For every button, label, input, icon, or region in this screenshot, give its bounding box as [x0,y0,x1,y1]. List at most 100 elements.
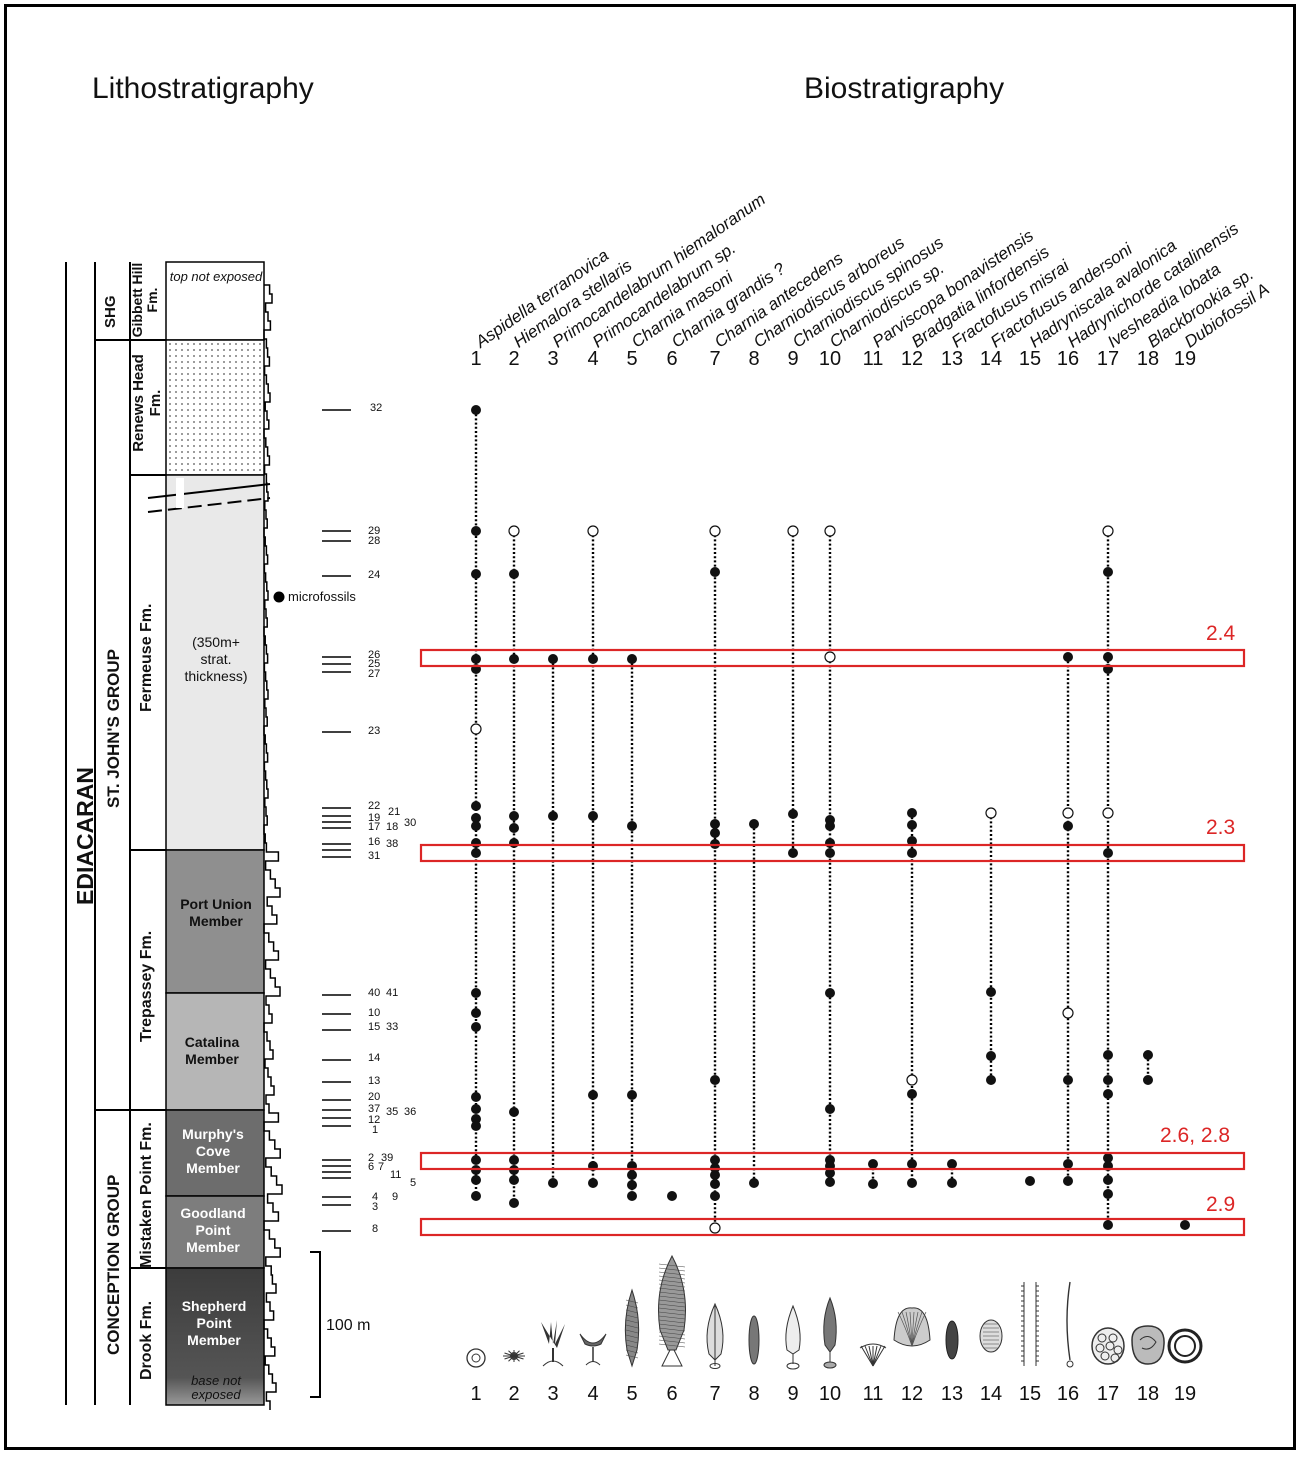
occurrence-filled [1103,1189,1113,1199]
taxon-ranges [470,405,1190,1234]
fossil-sketch [945,1320,959,1360]
fossil-sketch [1066,1281,1074,1368]
taxon-number-bottom: 6 [666,1383,678,1405]
taxon-number-top: 2 [508,348,520,370]
microfossils-label: microfossils [288,589,356,604]
occurrence-open [906,1074,918,1086]
taxon-number-top: 16 [1056,348,1080,370]
taxon-number-top: 11 [862,348,884,370]
level-number: 23 [368,725,381,737]
level-number: 27 [368,668,381,680]
occurrence-filled [788,809,798,819]
fossil-sketch [785,1304,801,1370]
fossil-sketch [1131,1325,1165,1365]
highlight-box [419,648,1246,668]
occurrence-filled [471,801,481,811]
level-number: 20 [368,1091,381,1103]
taxon-number-top: 18 [1136,348,1160,370]
formation-label-renews-head: Renews Head Fm. [130,354,164,452]
occurrence-open [824,651,836,663]
level-number: 32 [370,402,383,414]
occurrence-filled [1103,1075,1113,1085]
taxon-number-bottom: 8 [748,1383,760,1405]
occurrence-filled [1103,567,1113,577]
occurrence-open [1102,807,1114,819]
taxon-number-top: 5 [626,348,638,370]
level-number: 24 [368,569,381,581]
level-number: 12 [368,1114,381,1126]
taxon-number-top: 17 [1096,348,1120,370]
occurrence-filled [509,1155,519,1165]
taxon-number-bottom: 1 [470,1383,482,1405]
occurrence-filled [627,821,637,831]
taxon-number-top: 15 [1018,348,1042,370]
occurrence-filled [749,1178,759,1188]
fossil-sketch [1091,1327,1125,1365]
top-not-exposed-note: top not exposed [169,269,263,284]
occurrence-filled [471,569,481,579]
level-number: 4 [372,1191,379,1203]
level-number: 28 [368,535,381,547]
occurrence-filled [1103,1153,1113,1163]
level-number: 39 [381,1152,394,1164]
level-number: 26 [368,649,381,661]
occurrence-filled [471,848,481,858]
occurrence-filled [471,1092,481,1102]
taxon-number-top: 4 [587,348,599,370]
level-number: 41 [386,987,399,999]
occurrence-filled [471,1175,481,1185]
occurrence-filled [471,1104,481,1114]
fossil-sketch [893,1307,931,1347]
occurrence-filled [667,1191,677,1201]
occurrence-filled [947,1178,957,1188]
taxon-number-bottom: 19 [1173,1383,1197,1405]
taxon-number-top: 19 [1173,348,1197,370]
member-label-port-union: Port Union Member [180,896,252,929]
occurrence-filled [1103,1220,1113,1230]
highlight-label: 2.6, 2.8 [1160,1124,1231,1147]
occurrence-filled [907,820,917,830]
fossil-sketch [658,1254,686,1367]
occurrence-filled [825,1168,835,1178]
occurrence-filled [588,654,598,664]
level-number: 33 [386,1021,399,1033]
occurrence-filled [509,1198,519,1208]
shepherd-point-member-unit [165,1267,265,1406]
level-number: 15 [368,1021,381,1033]
level-number: 35 [386,1106,399,1118]
occurrence-filled [907,1159,917,1169]
occurrence-filled [471,1121,481,1131]
formation-label-gibbett-hill: Gibbett Hill Fm. [129,262,160,338]
occurrence-filled [548,654,558,664]
occurrence-filled [471,1114,481,1124]
level-number: 21 [388,806,401,818]
level-ticks [322,409,351,1232]
occurrence-open [709,1222,721,1234]
taxon-number-bottom: 3 [547,1383,559,1405]
fossil-sketch [979,1319,1003,1353]
occurrence-filled [509,838,519,848]
occurrence-filled [710,1191,720,1201]
level-number: 7 [378,1161,385,1173]
occurrence-open [470,723,482,735]
fossil-sketch [706,1302,724,1369]
level-number: 1 [372,1124,379,1136]
group-label-shg: SHG [102,295,119,328]
occurrence-open [508,525,520,537]
occurrence-filled [907,1089,917,1099]
fossil-sketch [823,1296,837,1369]
formation-label-fermeuse: Fermeuse Fm. [138,603,155,712]
taxon-number-top: 9 [787,348,799,370]
level-number: 29 [368,525,381,537]
occurrence-filled [868,1159,878,1169]
occurrence-filled [825,848,835,858]
taxon-number-bottom: 9 [787,1383,799,1405]
taxon-number-top: 3 [547,348,559,370]
column-weathering-profile [263,284,283,1410]
level-number: 17 [368,821,381,833]
highlight-boxes [419,648,1246,1237]
level-number: 6 [368,1161,375,1173]
formation-label-drook: Drook Fm. [138,1300,155,1380]
taxon-number-top: 13 [940,348,964,370]
group-label-st-johns: ST. JOHN'S GROUP [104,649,123,808]
